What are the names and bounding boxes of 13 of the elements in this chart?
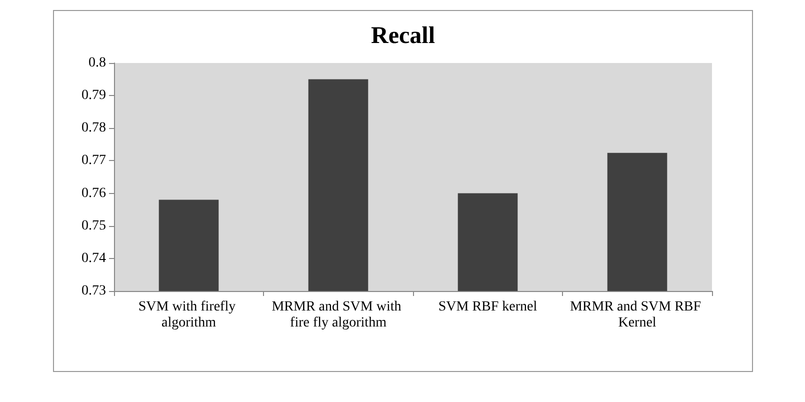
x-tick-label: SVM RBF kernel [438,300,537,314]
x-tick-label: SVM with firefly algorithm [138,300,239,330]
chart-title: Recall [370,23,435,49]
y-tick-label: 0.76 [81,186,106,201]
x-tick-label: MRMR and SVM RBF Kernel [569,300,704,330]
x-tick-label: MRMR and SVM with fire fly algorithm [271,300,404,330]
y-tick-label: 0.73 [81,284,106,298]
y-tick-label: 0.78 [81,120,106,136]
y-tick-label: 0.74 [81,250,106,266]
y-tick-label: 0.79 [81,88,106,104]
y-tick-label: 0.77 [81,153,106,168]
y-tick-label: 0.75 [81,218,106,234]
y-tick-label: 0.8 [88,56,106,70]
